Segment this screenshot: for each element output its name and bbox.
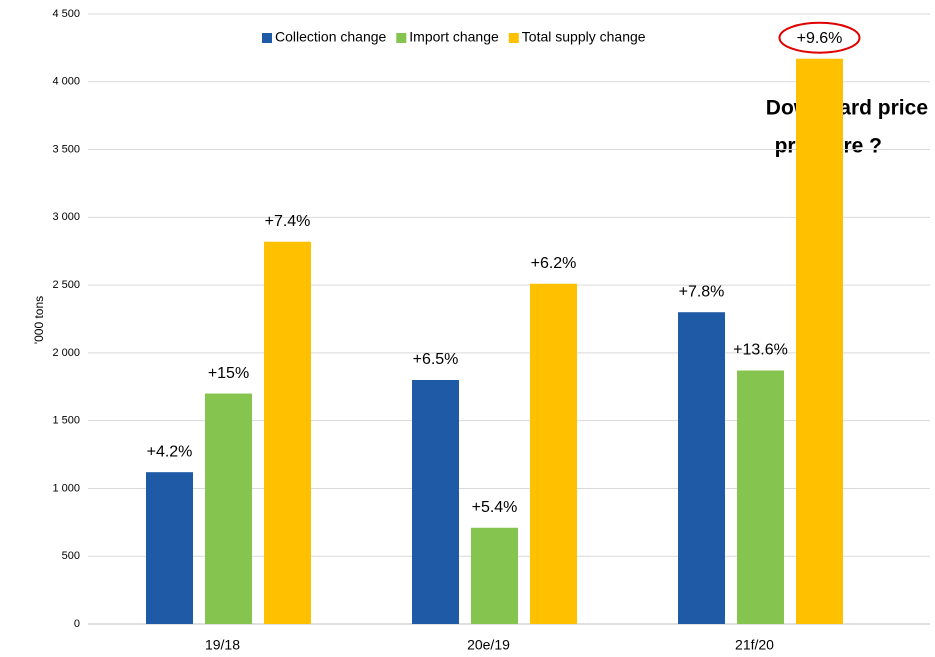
legend-swatch: [262, 33, 272, 43]
y-tick-label: 4 500: [52, 8, 80, 20]
bar: [737, 370, 784, 624]
change-label: +6.2%: [531, 255, 577, 272]
bar: [471, 527, 518, 624]
change-label: +15%: [208, 365, 249, 382]
change-label: +5.4%: [472, 499, 518, 516]
annotation: Downward price: [766, 97, 928, 120]
y-tick-label: 3 000: [52, 211, 80, 223]
x-tick-label: 19/18: [205, 637, 240, 653]
change-label: +7.8%: [679, 283, 725, 300]
y-tick-label: 1 000: [52, 482, 80, 494]
y-tick-label: 2 500: [52, 279, 80, 291]
y-tick-label: 0: [74, 618, 80, 630]
bar: [264, 241, 311, 624]
y-tick-label: 4 000: [52, 76, 80, 88]
x-tick-label: 20e/19: [467, 637, 510, 653]
bar: [796, 58, 843, 624]
legend-swatch: [508, 33, 519, 43]
highlight-ellipse: [778, 21, 861, 54]
change-label: +9.6%: [797, 30, 843, 47]
legend-label: Total supply change: [522, 29, 646, 45]
y-tick-label: 500: [62, 550, 80, 562]
y-tick-label: 2 000: [52, 347, 80, 359]
y-axis-label: '000 tons: [32, 296, 46, 344]
change-label: +6.5%: [413, 351, 459, 368]
change-label: +13.6%: [733, 342, 788, 359]
y-tick-label: 3 500: [52, 143, 80, 155]
bar: [530, 283, 577, 624]
legend-label: Collection change: [275, 29, 387, 45]
bar: [205, 393, 252, 624]
y-tick-label: 1 500: [52, 415, 80, 427]
legend-label: Import change: [409, 29, 499, 45]
bar: [146, 472, 193, 624]
bar: [678, 312, 725, 624]
change-label: +7.4%: [265, 213, 311, 230]
change-label: +4.2%: [147, 443, 193, 460]
x-tick-label: 21f/20: [735, 637, 774, 653]
bar: [412, 380, 459, 624]
legend-swatch: [396, 33, 407, 43]
